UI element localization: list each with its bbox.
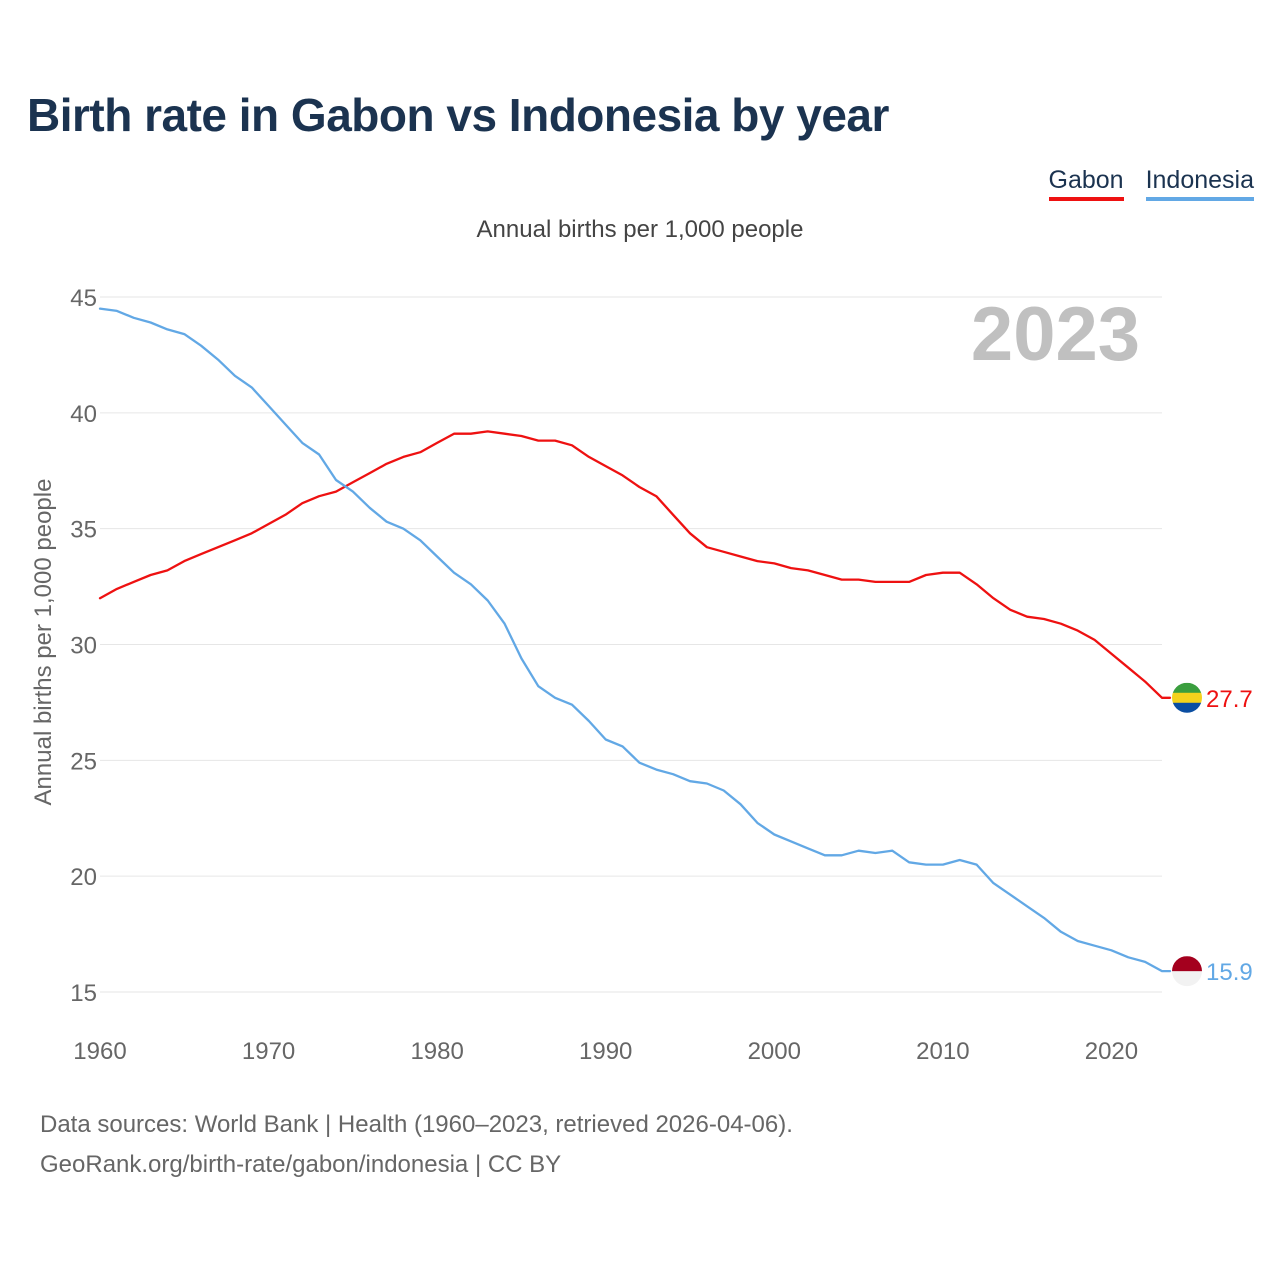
end-label-indonesia: 15.9 (1206, 959, 1253, 986)
y-tick-label-15: 15 (70, 980, 97, 1007)
y-tick-label-45: 45 (70, 285, 97, 312)
x-tick-label-2020: 2020 (1085, 1038, 1138, 1065)
x-tick-label-1960: 1960 (73, 1038, 126, 1065)
y-tick-label-25: 25 (70, 748, 97, 775)
footer-sources: Data sources: World Bank | Health (1960–… (40, 1111, 793, 1138)
year-watermark: 2023 (971, 292, 1140, 377)
y-tick-label-35: 35 (70, 517, 97, 544)
indonesia-flag-icon (1172, 956, 1202, 987)
y-axis-label: Annual births per 1,000 people (30, 479, 57, 806)
footer: Data sources: World Bank | Health (1960–… (40, 1105, 793, 1185)
y-tick-label-20: 20 (70, 864, 97, 891)
y-tick-label-40: 40 (70, 401, 97, 428)
series-line-indonesia (98, 307, 1172, 973)
gabon-flag-icon (1172, 682, 1202, 713)
series-line-gabon (98, 430, 1172, 699)
x-tick-label-1970: 1970 (242, 1038, 295, 1065)
y-tick-label-30: 30 (70, 633, 97, 660)
end-label-gabon: 27.7 (1206, 686, 1253, 713)
chart-title: Birth rate in Gabon vs Indonesia by year (27, 89, 889, 141)
legend-item-gabon[interactable]: Gabon (1048, 166, 1124, 201)
x-tick-label-2010: 2010 (916, 1038, 969, 1065)
legend-item-indonesia[interactable]: Indonesia (1145, 166, 1254, 201)
footer-url: GeoRank.org/birth-rate/gabon/indonesia |… (40, 1151, 562, 1178)
x-tick-label-1990: 1990 (579, 1038, 632, 1065)
legend: Gabon Indonesia (1048, 166, 1254, 201)
x-tick-label-2000: 2000 (748, 1038, 801, 1065)
chart-subtitle: Annual births per 1,000 people (476, 216, 804, 243)
x-tick-label-1980: 1980 (410, 1038, 463, 1065)
